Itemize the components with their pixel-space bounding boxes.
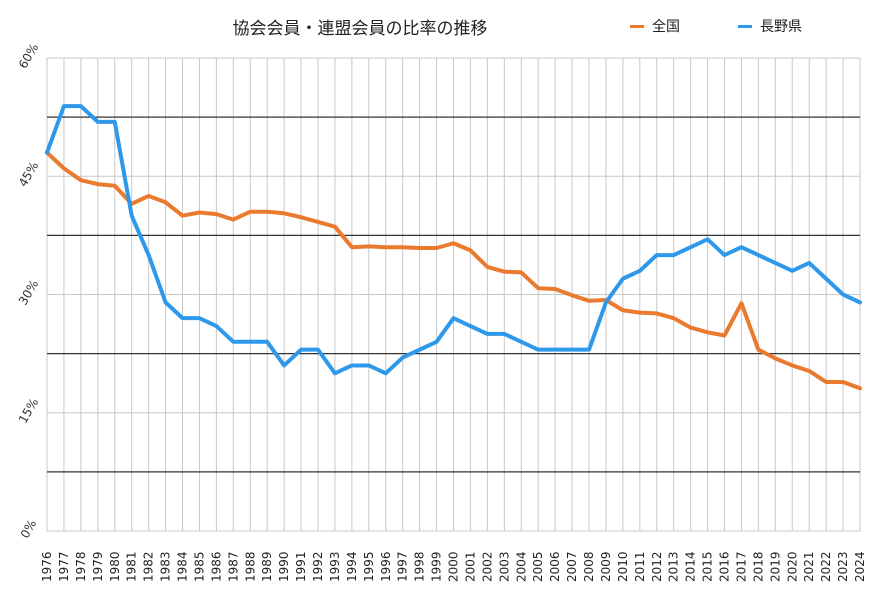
x-tick-label: 2014 <box>684 551 698 582</box>
y-tick-label: 15% <box>16 396 41 426</box>
x-tick-label: 2016 <box>718 551 732 582</box>
x-tick-label: 2011 <box>633 551 647 582</box>
x-tick-label: 1993 <box>328 551 342 582</box>
x-tick-label: 1979 <box>91 551 105 582</box>
x-tick-label: 1994 <box>345 551 359 582</box>
x-tick-label: 1982 <box>142 551 156 582</box>
x-tick-label: 1983 <box>159 551 173 582</box>
legend-label-national: 全国 <box>652 19 680 35</box>
x-tick-label: 1978 <box>74 551 88 582</box>
x-tick-label: 1987 <box>226 551 240 582</box>
x-tick-label: 1977 <box>57 551 71 582</box>
x-tick-label: 2021 <box>802 551 816 582</box>
x-tick-label: 2008 <box>582 551 596 582</box>
x-tick-label: 2019 <box>768 551 782 582</box>
x-tick-label: 2018 <box>751 551 765 582</box>
x-tick-label: 1996 <box>379 551 393 582</box>
x-tick-label: 2003 <box>497 551 511 582</box>
x-tick-label: 1984 <box>176 551 190 582</box>
x-tick-label: 1988 <box>243 551 257 582</box>
x-tick-label: 1997 <box>396 551 410 582</box>
x-tick-label: 2006 <box>548 551 562 582</box>
x-tick-label: 1985 <box>192 551 206 582</box>
y-tick-label: 60% <box>16 41 41 71</box>
x-tick-label: 2017 <box>734 551 748 582</box>
x-tick-label: 2022 <box>819 551 833 582</box>
x-tick-label: 2002 <box>480 551 494 582</box>
x-tick-label: 2005 <box>531 551 545 582</box>
x-tick-label: 2024 <box>853 551 867 582</box>
x-tick-label: 1980 <box>108 551 122 582</box>
x-tick-label: 2013 <box>667 551 681 582</box>
x-tick-label: 1976 <box>40 551 54 582</box>
y-tick-label: 45% <box>16 159 41 189</box>
x-tick-label: 2010 <box>616 551 630 582</box>
x-tick-label: 1999 <box>430 551 444 582</box>
legend-item-national: 全国 <box>630 16 680 36</box>
series-line-national <box>45 150 862 391</box>
legend-swatch-nagano <box>738 24 752 28</box>
legend-label-nagano: 長野県 <box>760 19 802 35</box>
legend-item-nagano: 長野県 <box>738 16 802 36</box>
y-tick-label: 30% <box>16 277 41 307</box>
series-line-nagano <box>45 104 862 376</box>
x-tick-label: 1998 <box>413 551 427 582</box>
x-tick-label: 1986 <box>209 551 223 582</box>
x-tick-label: 2015 <box>701 551 715 582</box>
x-tick-label: 1991 <box>294 551 308 582</box>
x-tick-label: 1989 <box>260 551 274 582</box>
chart-title: 協会会員・連盟会員の比率の推移 <box>232 19 488 39</box>
x-tick-label: 2004 <box>514 551 528 582</box>
x-tick-label: 2012 <box>650 551 664 582</box>
x-tick-label: 2023 <box>836 551 850 582</box>
x-tick-label: 2001 <box>463 551 477 582</box>
x-tick-label: 1995 <box>362 551 376 582</box>
x-tick-label: 2009 <box>599 551 613 582</box>
y-tick-label: 0% <box>18 517 40 540</box>
x-tick-label: 1990 <box>277 551 291 582</box>
x-tick-label: 2007 <box>565 551 579 582</box>
x-tick-label: 1992 <box>311 551 325 582</box>
x-tick-label: 1981 <box>125 551 139 582</box>
x-tick-label: 2020 <box>785 551 799 582</box>
x-tick-label: 2000 <box>447 551 461 582</box>
legend-swatch-national <box>630 24 644 28</box>
